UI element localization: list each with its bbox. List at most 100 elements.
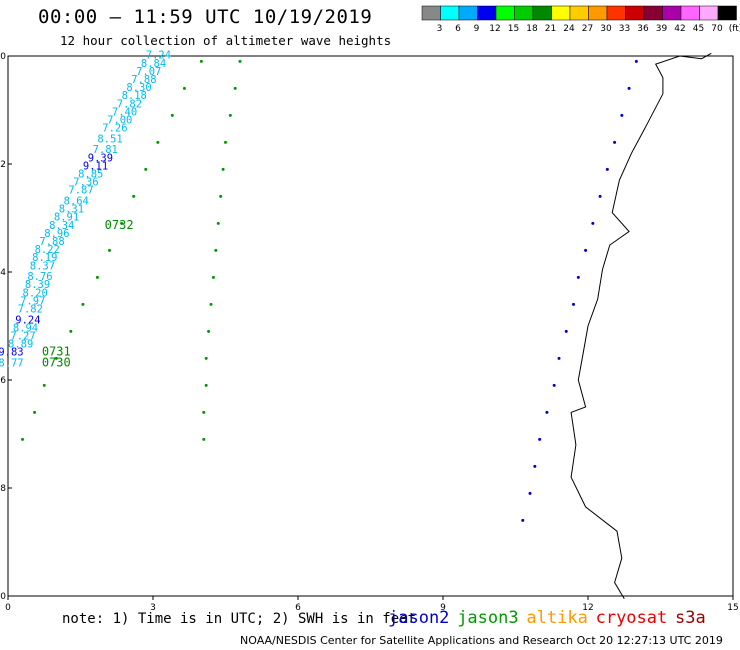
pass-point xyxy=(21,437,24,441)
colorbar-swatch xyxy=(495,5,515,21)
pass-point xyxy=(132,194,136,198)
colorbar-swatch xyxy=(699,5,719,21)
wave-height-label: 8.20 xyxy=(23,287,48,299)
colorbar-swatch xyxy=(643,5,663,21)
pass-point xyxy=(228,113,232,117)
pass-point xyxy=(95,275,99,279)
wave-height-label: 7.00 xyxy=(107,115,132,127)
pass-point xyxy=(591,221,595,225)
pass-point xyxy=(219,194,223,198)
wave-height-label: 7.82 xyxy=(18,304,43,316)
wave-height-label: 8.84 xyxy=(141,58,166,70)
y-tick-label: 20 xyxy=(0,592,6,602)
wave-height-label: 8.77 xyxy=(0,358,24,370)
pass-point xyxy=(233,86,237,90)
pass-point xyxy=(199,59,203,63)
time-label: 0732 xyxy=(105,218,134,232)
y-tick-label: 16 xyxy=(0,376,6,386)
wave-height-label: 9.11 xyxy=(83,160,108,172)
pass-point xyxy=(42,383,46,387)
colorbar-swatch xyxy=(680,5,700,21)
pass-point xyxy=(81,302,85,306)
pass-point xyxy=(533,464,537,468)
pass-point xyxy=(209,302,213,306)
wave-height-label: 7.87 xyxy=(68,185,93,197)
colorbar-label: 42 xyxy=(674,24,685,34)
pass-point xyxy=(144,167,148,171)
colorbar-label: 36 xyxy=(637,24,649,34)
wave-height-label: 7.82 xyxy=(117,98,142,110)
pass-point xyxy=(207,329,211,333)
plot-frame xyxy=(7,55,734,597)
wave-height-label: 7.81 xyxy=(93,144,118,156)
colorbar-swatch xyxy=(477,5,497,21)
x-tick-label: 6 xyxy=(295,603,301,613)
pass-point xyxy=(204,356,208,360)
pass-point xyxy=(214,248,218,252)
pass-point xyxy=(634,59,638,63)
pass-point xyxy=(613,140,617,144)
colorbar-label: 27 xyxy=(582,24,593,34)
pass-point xyxy=(202,437,206,441)
pass-point xyxy=(576,275,580,279)
y-tick-label: 18 xyxy=(0,484,6,494)
pass-point xyxy=(216,221,220,225)
colorbar-swatch xyxy=(440,5,460,21)
colorbar-label: 3 xyxy=(437,24,443,34)
colorbar-label: 18 xyxy=(526,24,538,34)
colorbar-swatch xyxy=(625,5,645,21)
pass-point xyxy=(211,275,215,279)
pass-point xyxy=(202,410,206,414)
colorbar-label: 30 xyxy=(600,24,612,34)
time-label: 0730 xyxy=(42,356,71,370)
pass-point xyxy=(108,248,111,252)
chart-subtitle: 12 hour collection of altimeter wave hei… xyxy=(60,33,392,48)
colorbar-swatch xyxy=(532,5,552,21)
wave-height-label: 7.36 xyxy=(73,177,98,189)
x-tick-label: 12 xyxy=(582,603,593,613)
credit-line: NOAA/NESDIS Center for Satellite Applica… xyxy=(240,634,723,647)
colorbar-label: 39 xyxy=(656,24,668,34)
pass-point xyxy=(564,329,568,333)
wave-height-label: 8.91 xyxy=(54,212,79,224)
pass-point xyxy=(238,59,242,63)
wave-height-label: 8.37 xyxy=(30,260,55,272)
pass-point xyxy=(69,329,73,333)
pass-point xyxy=(182,86,186,90)
wave-height-label: 8.19 xyxy=(32,252,57,264)
pass-point xyxy=(627,86,631,90)
y-tick-label: 12 xyxy=(0,160,6,170)
pass-point xyxy=(221,167,225,171)
wave-height-label: 8.51 xyxy=(97,133,122,145)
wave-height-label: 8.64 xyxy=(64,196,89,208)
pass-point xyxy=(156,140,160,144)
wave-height-label: 8.30 xyxy=(126,82,151,94)
wave-height-label: 8.22 xyxy=(35,244,60,256)
wave-height-label: 7.07 xyxy=(136,66,161,78)
wave-height-label: 8.94 xyxy=(13,322,38,334)
x-tick-label: 9 xyxy=(440,603,446,613)
y-tick-label: 14 xyxy=(0,268,6,278)
pass-point xyxy=(204,383,208,387)
colorbar-swatch xyxy=(717,5,737,21)
chart-title: 00:00 – 11:59 UTC 10/19/2019 xyxy=(38,6,373,28)
pass-point xyxy=(620,113,624,117)
wave-height-label: 9.24 xyxy=(15,314,40,326)
pass-point xyxy=(584,248,588,252)
pass-point xyxy=(54,356,58,360)
x-tick-label: 0 xyxy=(5,603,11,613)
wave-height-label: 8.89 xyxy=(8,339,33,351)
coastline xyxy=(570,52,712,599)
colorbar-swatch xyxy=(569,5,589,21)
wave-height-label: 7.88 xyxy=(39,236,64,248)
pass-point xyxy=(598,194,602,198)
pass-point xyxy=(538,437,542,441)
wave-height-label: 7.27 xyxy=(10,331,35,343)
colorbar-label: 33 xyxy=(619,24,630,34)
pass-point xyxy=(120,221,124,225)
wave-height-label: 8.85 xyxy=(78,169,103,181)
pass-point xyxy=(224,140,227,144)
colorbar-label: 45 xyxy=(693,24,704,34)
colorbar-swatch xyxy=(662,5,682,21)
